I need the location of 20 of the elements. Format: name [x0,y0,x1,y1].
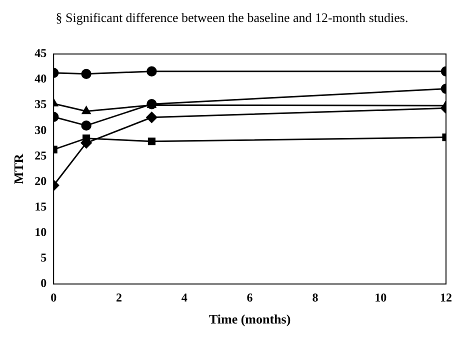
y-tick-label: 0 [40,276,47,290]
x-tick-label: 0 [50,290,57,304]
y-axis-title: MTR [11,153,26,184]
y-tick-label: 15 [34,199,47,214]
y-tick-label: 10 [34,224,47,239]
x-tick-label: 12 [440,290,452,304]
y-tick-label: 35 [34,97,47,112]
x-axis-title: Time (months) [208,312,291,327]
y-tick-label: 20 [34,174,47,188]
x-tick-label: 2 [116,290,122,304]
y-tick-label: 25 [34,148,47,162]
x-tick-label: 4 [181,290,188,304]
y-tick-label: 45 [34,46,47,60]
y-tick-label: 5 [40,250,47,265]
x-tick-label: 6 [246,290,253,304]
x-tick-label: 8 [312,290,318,304]
y-tick-label: 40 [34,72,47,86]
text: § Significant difference between the baseline and 12-month studies. [56,10,408,25]
y-tick-label: 30 [34,122,47,137]
x-tick-label: 10 [374,290,387,304]
